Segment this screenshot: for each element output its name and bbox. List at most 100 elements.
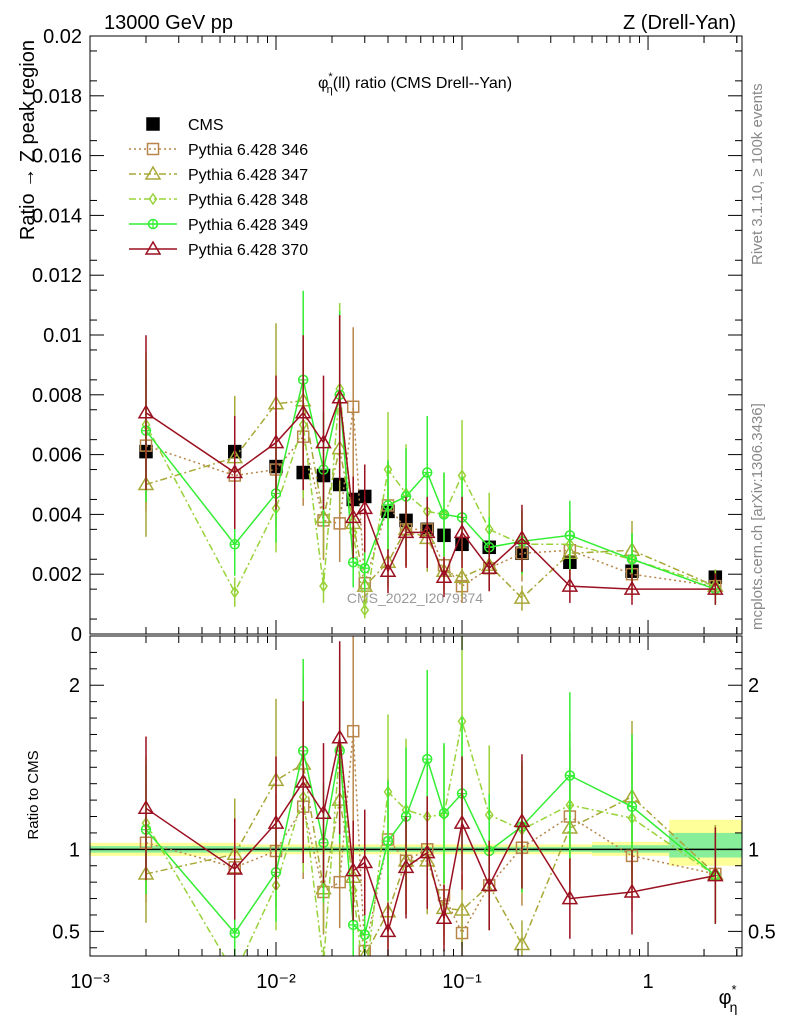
legend-label: CMS (188, 117, 224, 134)
y-tick-label: 0.006 (32, 445, 82, 467)
uncertainty-band-inner (669, 832, 742, 858)
ratio-series-4-point (315, 804, 332, 819)
y-tick-label: 0.002 (32, 564, 82, 586)
series-5-point (435, 568, 453, 583)
x-axis-title: φ* η (719, 982, 738, 1015)
legend-marker (148, 192, 158, 206)
ratio-series-4-point (418, 844, 436, 859)
y-tick-label: 0.02 (43, 26, 82, 48)
ratio-series-1-line (145, 762, 716, 956)
series-1-point (333, 517, 346, 530)
ratio-series-4-line (145, 737, 716, 934)
ratio-frame-outline (89, 635, 743, 957)
ratio-series-4-point (707, 867, 724, 882)
ratio-series-1-point (513, 936, 531, 951)
ratio-y-tick-label: 0.5 (52, 921, 80, 943)
series-5-point (267, 434, 285, 449)
legend: CMS Pythia 6.428 346 Pythia 6.428 347 Pythi… (129, 117, 308, 259)
ratio-series-4-point (226, 860, 244, 875)
x-axis: 10⁻³ 10⁻² 10⁻¹ 1 (70, 36, 738, 993)
header-right: Z (Drell-Yan) (623, 12, 736, 34)
series-2-point (453, 568, 471, 583)
legend-label: Pythia 6.428 346 (188, 142, 308, 159)
series-5-point (623, 580, 641, 595)
series-5-point (480, 559, 498, 574)
ratio-series-4-point (480, 876, 498, 892)
series-3-line (145, 388, 716, 611)
series-5-point (315, 434, 332, 449)
legend-label: Pythia 6.428 349 (188, 217, 308, 234)
y-tick-label: 0.004 (32, 504, 82, 526)
series-5-point (356, 499, 374, 515)
rivet-label: Rivet 3.1.10, ≥ 100k events (749, 83, 766, 265)
x-tick-label: 10⁻¹ (442, 971, 482, 993)
series-5-point (137, 404, 155, 419)
ratio-frame (90, 636, 742, 956)
series-3-point (360, 603, 370, 617)
series-3-point (319, 579, 328, 593)
y-axis-title-ratio: Ratio to CMS (25, 750, 42, 839)
y-tick-label: 0.012 (32, 265, 82, 287)
ratio-series-4-point (623, 883, 641, 898)
ratio-series-4-point (513, 812, 531, 828)
series-5-point (331, 389, 349, 404)
series-2-point (513, 589, 531, 604)
ratio-series-4-point (561, 890, 579, 905)
watermark: CMS_2022_I2079374 (347, 590, 483, 606)
x-tick-label: 10⁻³ (70, 971, 110, 993)
y-tick-label: 0.018 (32, 86, 82, 108)
legend-label: Pythia 6.428 348 (188, 192, 308, 209)
ratio-tick-labels: 0.5 0.5 1 1 2 2 (52, 635, 776, 957)
series-5-point (379, 562, 397, 577)
series-3-point (230, 585, 240, 599)
main-title: φ* η(ll) ratio (CMS Drell--Yan) (318, 71, 512, 96)
y-tick-label: 0.01 (43, 325, 82, 347)
ratio-panel (90, 636, 742, 956)
series-5-point (561, 577, 579, 592)
mcplots-label: mcplots.cern.ch [arXiv:1306.3436] (749, 403, 766, 630)
series-4-line (145, 379, 716, 590)
series-5-point (344, 508, 362, 524)
main-panel: 0 0.002 0.004 0.006 0.008 0.01 0.012 0.014 0.016… (32, 26, 743, 646)
series-5-point (513, 529, 531, 545)
ratio-y-tick-label-right: 0.5 (748, 921, 776, 943)
x-tick-label: 10⁻² (256, 971, 296, 993)
ratio-y-tick-label-right: 1 (748, 839, 759, 861)
legend-marker (146, 142, 160, 156)
series-5-point (453, 523, 471, 539)
ratio-series-3-line (145, 750, 716, 937)
ratio-y-tick-label: 2 (69, 675, 80, 697)
series-5-point (226, 464, 244, 479)
ratio-series-0-point (333, 875, 346, 889)
series-5-point (418, 523, 436, 539)
y-tick-label: 0.014 (32, 205, 82, 227)
ratio-y-tick-label: 1 (69, 839, 80, 861)
series-1-point (346, 400, 360, 414)
legend-label: Pythia 6.428 347 (188, 167, 308, 184)
x-tick-label: 1 (642, 971, 653, 993)
ratio-series-0-point (346, 724, 360, 738)
legend-label: Pythia 6.428 370 (188, 242, 308, 259)
legend-marker (144, 240, 162, 255)
ratio-series-0-line (145, 731, 716, 952)
y-tick-label: 0.008 (32, 385, 82, 407)
ratio-series-4-point (344, 862, 362, 877)
ratio-series-4-point (379, 922, 397, 938)
ratio-series-2-line (145, 721, 716, 956)
y-tick-label: 0 (71, 624, 82, 646)
series-5-point (397, 523, 415, 539)
legend-marker (144, 165, 162, 180)
ratio-series-4-point (397, 858, 415, 874)
ratio-series-4-point (453, 814, 471, 829)
header-left: 13000 GeV pp (104, 12, 233, 34)
y-axis-title-main: Ratio → Z peak region (17, 40, 39, 240)
series-5-point (707, 580, 724, 595)
ratio-series-4-point (435, 909, 453, 925)
ratio-series-1-point (453, 901, 471, 916)
y-tick-label: 0.016 (32, 146, 82, 168)
series-5-point (294, 404, 312, 419)
legend-marker (146, 117, 160, 131)
ratio-series-4-point (356, 853, 374, 869)
ratio-series-4-point (331, 729, 349, 744)
